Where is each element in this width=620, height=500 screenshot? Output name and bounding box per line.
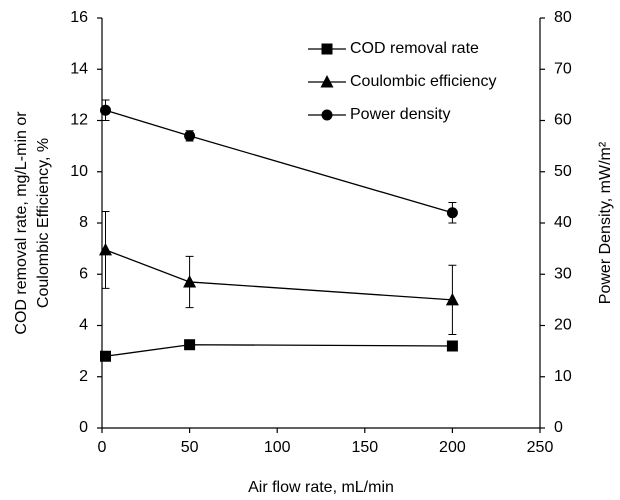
marker	[100, 350, 112, 362]
legend-label: Power density	[350, 106, 451, 123]
y2-tick-label: 50	[554, 163, 572, 180]
y2-tick-label: 40	[554, 214, 572, 231]
y-tick-label: 12	[70, 112, 88, 129]
marker	[100, 104, 112, 116]
x-tick-label: 200	[439, 439, 466, 456]
marker	[99, 242, 113, 256]
marker	[446, 207, 458, 219]
x-tick-label: 50	[181, 439, 199, 456]
series-line	[105, 109, 453, 214]
y-tick-label: 10	[70, 163, 88, 180]
x-tick-label: 100	[264, 439, 291, 456]
x-tick-label: 150	[351, 439, 378, 456]
y-tick-label: 6	[79, 265, 88, 282]
y2-tick-label: 10	[554, 368, 572, 385]
y-tick-label: 8	[79, 214, 88, 231]
marker	[183, 274, 197, 288]
y-tick-label: 14	[70, 60, 88, 77]
x-tick-label: 0	[98, 439, 107, 456]
y2-tick-label: 70	[554, 60, 572, 77]
y2-tick-label: 80	[554, 9, 572, 26]
marker	[445, 292, 459, 306]
marker	[446, 340, 458, 352]
series-line	[105, 344, 453, 357]
legend-label: Coulombic efficiency	[350, 73, 496, 90]
legend-label: COD removal rate	[350, 40, 479, 57]
marker	[321, 43, 333, 55]
y-axis-label: Coulombic Efficiency, %	[35, 138, 52, 308]
y-axis-label: COD removal rate, mg/L-min or	[13, 111, 30, 335]
marker	[184, 130, 196, 142]
series-line	[105, 249, 453, 301]
x-tick-label: 250	[527, 439, 554, 456]
y2-tick-label: 30	[554, 265, 572, 282]
y2-tick-label: 20	[554, 317, 572, 334]
y-tick-label: 16	[70, 9, 88, 26]
marker	[321, 109, 333, 121]
y-tick-label: 4	[79, 317, 88, 334]
y2-tick-label: 0	[554, 419, 563, 436]
y2-axis-label: Power Density, mW/m²	[597, 141, 614, 304]
y-tick-label: 2	[79, 368, 88, 385]
y2-tick-label: 60	[554, 112, 572, 129]
marker	[184, 339, 196, 351]
y-tick-label: 0	[79, 419, 88, 436]
marker	[320, 75, 334, 88]
x-axis-label: Air flow rate, mL/min	[248, 479, 394, 496]
